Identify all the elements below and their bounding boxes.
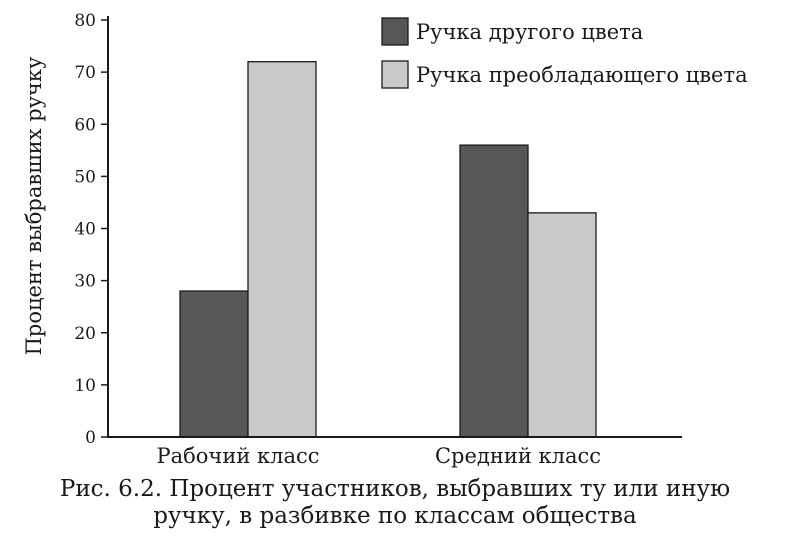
caption-line-1: Рис. 6.2. Процент участников, выбравших … (59, 476, 731, 502)
category-label: Рабочий класс (157, 444, 320, 468)
legend-swatch (381, 17, 409, 46)
legend-label: Ручка другого цвета (416, 20, 643, 44)
legend-swatch (381, 60, 409, 89)
category-labels: Рабочий класс Средний класс (157, 444, 602, 468)
caption-line-2: ручку, в разбивке по классам общества (153, 503, 637, 529)
y-tick-label: 30 (74, 272, 96, 292)
legend: Ручка другого цвета Ручка преобладающего … (381, 17, 748, 89)
figure-caption: Рис. 6.2. Процент участников, выбравших … (0, 476, 790, 530)
bar-1-series-1 (179, 290, 249, 438)
y-tick-label: 10 (74, 376, 96, 396)
y-axis-label: Процент выбравших ручку (22, 56, 46, 355)
category-label: Средний класс (435, 444, 601, 468)
y-tick-label: 0 (85, 428, 96, 448)
bar-chart: 0 10 20 30 40 50 60 70 80 Рабочий класс Средний к… (22, 11, 748, 468)
bars-layer (179, 61, 597, 438)
y-tick-label: 50 (74, 167, 96, 187)
bar-2-series-2 (527, 212, 597, 438)
y-tick-label: 80 (74, 11, 96, 31)
y-tick-label: 20 (74, 324, 96, 344)
legend-label: Ручка преобладающего цвета (416, 63, 748, 87)
y-tick-label: 40 (74, 220, 96, 240)
bar-2-series-1 (459, 144, 529, 438)
y-tick-label: 60 (74, 115, 96, 135)
y-tick-label: 70 (74, 63, 96, 83)
y-ticks: 0 10 20 30 40 50 60 70 80 (74, 11, 108, 448)
bar-1-series-2 (247, 61, 317, 438)
